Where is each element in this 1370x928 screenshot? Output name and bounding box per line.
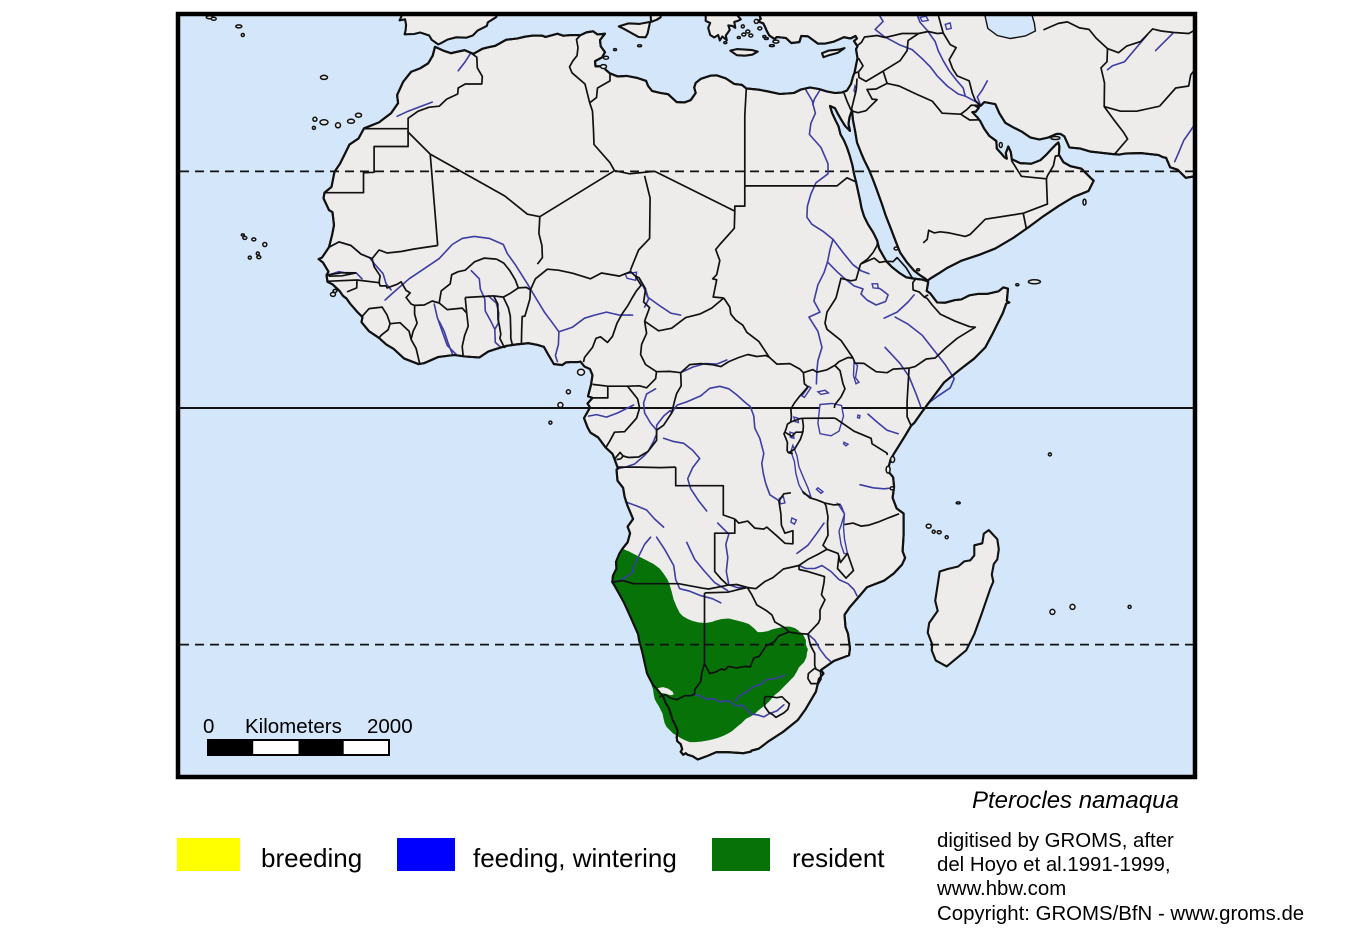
svg-text:Kilometers: Kilometers: [245, 715, 342, 738]
svg-text:2000: 2000: [367, 715, 413, 738]
svg-text:0: 0: [203, 715, 214, 738]
